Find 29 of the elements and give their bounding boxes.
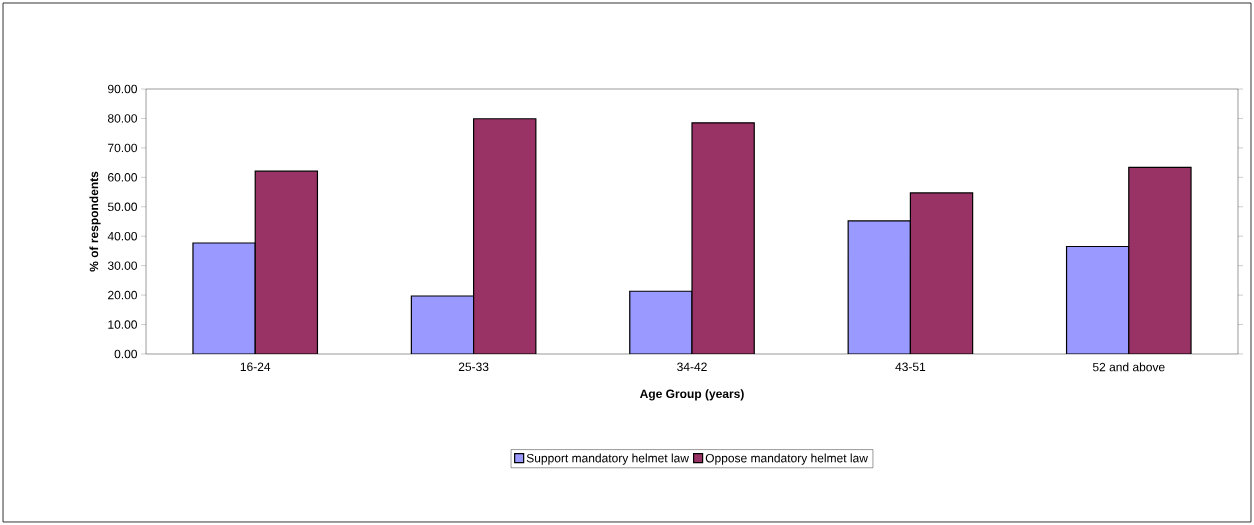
y-tick-label: 10.00 [108,320,138,329]
y-tick-label: 20.00 [108,290,138,300]
y-tick-label: 90.00 [108,84,138,94]
y-tick-label: 50.00 [107,202,138,212]
x-tick-label: 34-42 [677,362,707,372]
y-tick-label: 60.00 [108,173,138,182]
bar [691,122,755,354]
x-axis-title: Age Group (years) [639,389,744,401]
x-tick-label: 16-24 [240,362,271,372]
bar [629,290,693,354]
bar [847,220,911,354]
legend-label: Oppose mandatory helmet law [705,453,868,465]
bar [1128,166,1192,354]
bar [1065,245,1130,354]
y-tick-label: 40.00 [107,231,138,241]
bar [410,295,475,354]
bar [254,170,319,354]
legend-label: Support mandatory helmet law [526,453,689,465]
x-tick-label: 43-51 [895,362,926,372]
bar [192,242,256,354]
y-tick-label: 80.00 [107,114,138,123]
y-axis-title: % of respondents [89,171,101,272]
x-tick-label: 25-33 [458,362,489,372]
bar [909,192,974,354]
x-tick-label: 52 and above [1092,362,1165,372]
y-tick-label: 30.00 [107,261,138,270]
bar [473,118,537,354]
y-tick-label: 0.00 [114,349,138,359]
y-tick-label: 70.00 [108,143,138,153]
